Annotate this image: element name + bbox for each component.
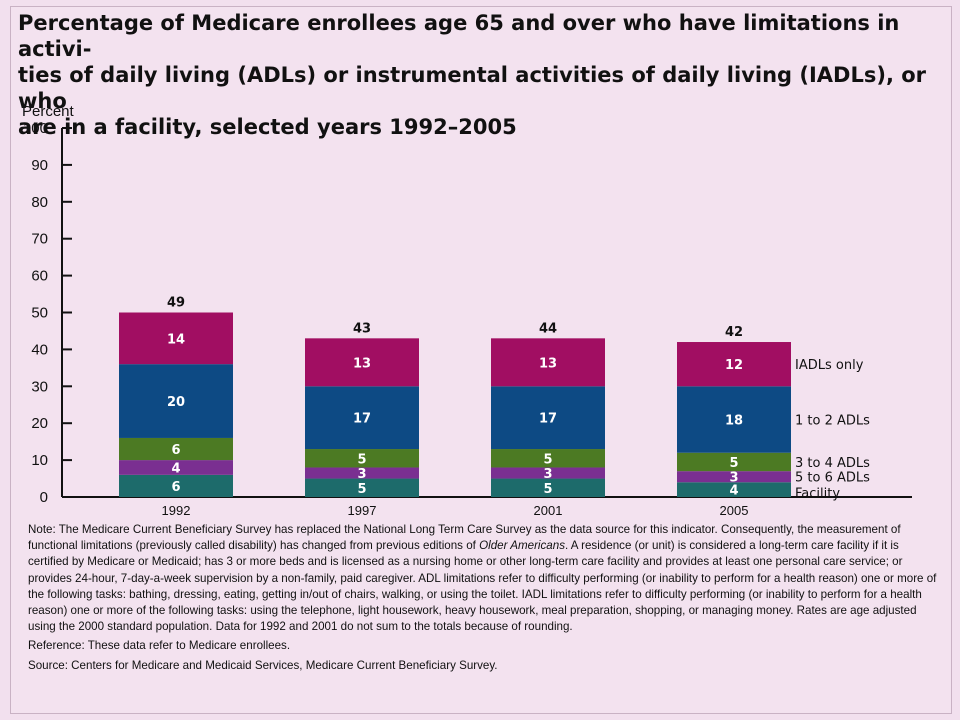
- notes-block: Note: The Medicare Current Beneficiary S…: [28, 522, 938, 674]
- bar-segment: [677, 452, 791, 472]
- bar-segment: [491, 467, 605, 479]
- bar-segment: [677, 342, 791, 387]
- bar-segment: [305, 478, 419, 497]
- legend-entry: 1 to 2 ADLs: [795, 414, 870, 429]
- bar-segment-label: 20: [167, 395, 185, 410]
- legend-entry: Facility: [795, 487, 840, 502]
- y-tick-label: 90: [31, 157, 48, 174]
- note-rest-text: . A residence (or unit) is considered a …: [28, 539, 937, 634]
- x-tick-label: 2001: [534, 503, 563, 518]
- bar-segment-label: 5: [729, 456, 738, 471]
- x-tick-label: 1992: [162, 503, 191, 518]
- x-tick-label: 1997: [348, 503, 377, 518]
- bar-segment-label: 14: [167, 332, 185, 347]
- y-tick-label: 10: [31, 452, 48, 469]
- bar-segment: [305, 449, 419, 468]
- bar-segment: [119, 312, 233, 365]
- y-axis-ticks: 0 10 20 30 40 50 60 70 80 90 100: [23, 120, 72, 506]
- bar-segment: [119, 474, 233, 497]
- chart-title-line-3: are in a facility, selected years 1992–2…: [18, 115, 517, 139]
- y-tick-label: 100: [23, 120, 48, 137]
- bar-segment: [305, 338, 419, 387]
- note-paragraph: Note: The Medicare Current Beneficiary S…: [28, 522, 938, 635]
- legend-entry: 3 to 4 ADLs: [795, 456, 870, 471]
- bar-total-label: 44: [539, 321, 557, 336]
- bar-segment-label: 5: [543, 452, 552, 467]
- y-tick-label: 30: [31, 378, 48, 395]
- bar-segment: [677, 386, 791, 453]
- bar-segment-label: 18: [725, 414, 743, 429]
- bar-segment-label: 17: [539, 412, 557, 427]
- y-tick-label: 0: [40, 489, 48, 506]
- chart-title-line-1: Percentage of Medicare enrollees age 65 …: [18, 11, 900, 61]
- source-text: Source: Centers for Medicare and Medicai…: [28, 658, 498, 672]
- bar-segment-label: 3: [543, 467, 552, 482]
- bar-segment: [677, 482, 791, 497]
- bar-segment: [677, 471, 791, 483]
- bar-segment-label: 6: [171, 443, 180, 458]
- bar-segment: [491, 338, 605, 387]
- y-axis-label: Percent: [22, 103, 75, 120]
- bar-segment-label: 13: [539, 356, 557, 371]
- legend-entry: IADLs only: [795, 358, 864, 373]
- bar-segment-label: 17: [353, 412, 371, 427]
- bar-segment-label: 4: [729, 484, 738, 499]
- bar-segment-label: 3: [729, 471, 738, 486]
- note-main-text: Note: The Medicare Current Beneficiary S…: [28, 523, 901, 553]
- y-tick-label: 40: [31, 341, 48, 358]
- note-italic-text: Older Americans: [479, 539, 565, 553]
- reference-text: Reference: These data refer to Medicare …: [28, 639, 291, 653]
- bar-total-label: 42: [725, 325, 743, 340]
- bar-segment: [119, 364, 233, 438]
- y-tick-label: 70: [31, 231, 48, 248]
- bar-segment-label: 5: [357, 452, 366, 467]
- bars-group: 6462014491992535171343199753517134420014…: [119, 296, 791, 518]
- bar-total-label: 49: [167, 296, 185, 311]
- bar-segment: [491, 449, 605, 468]
- bar-segment-label: 12: [725, 358, 743, 373]
- bar-segment-label: 4: [171, 461, 180, 476]
- bar-segment: [305, 386, 419, 450]
- y-tick-label: 80: [31, 194, 48, 211]
- x-tick-label: 2005: [720, 503, 749, 518]
- bar-segment-label: 6: [171, 480, 180, 495]
- bar-segment-label: 5: [543, 482, 552, 497]
- y-tick-label: 50: [31, 305, 48, 322]
- chart-title-line-2: ties of daily living (ADLs) or instrumen…: [18, 63, 927, 113]
- y-tick-label: 60: [31, 268, 48, 285]
- chart-title: Percentage of Medicare enrollees age 65 …: [18, 10, 938, 140]
- bar-segment: [491, 386, 605, 450]
- legend-entry: 5 to 6 ADLs: [795, 471, 870, 486]
- bar-segment: [305, 467, 419, 479]
- bar-segment: [491, 478, 605, 497]
- bar-segment: [119, 460, 233, 475]
- bar-segment-label: 3: [357, 467, 366, 482]
- bar-segment-label: 5: [357, 482, 366, 497]
- y-tick-label: 20: [31, 415, 48, 432]
- bar-total-label: 43: [353, 321, 371, 336]
- bar-segment-label: 13: [353, 356, 371, 371]
- bar-segment: [119, 437, 233, 461]
- stacked-bar-chart: Percent 0 10 20 30 40 50 60 70 80 90 100 6 4 6 20 14 49…: [22, 103, 912, 518]
